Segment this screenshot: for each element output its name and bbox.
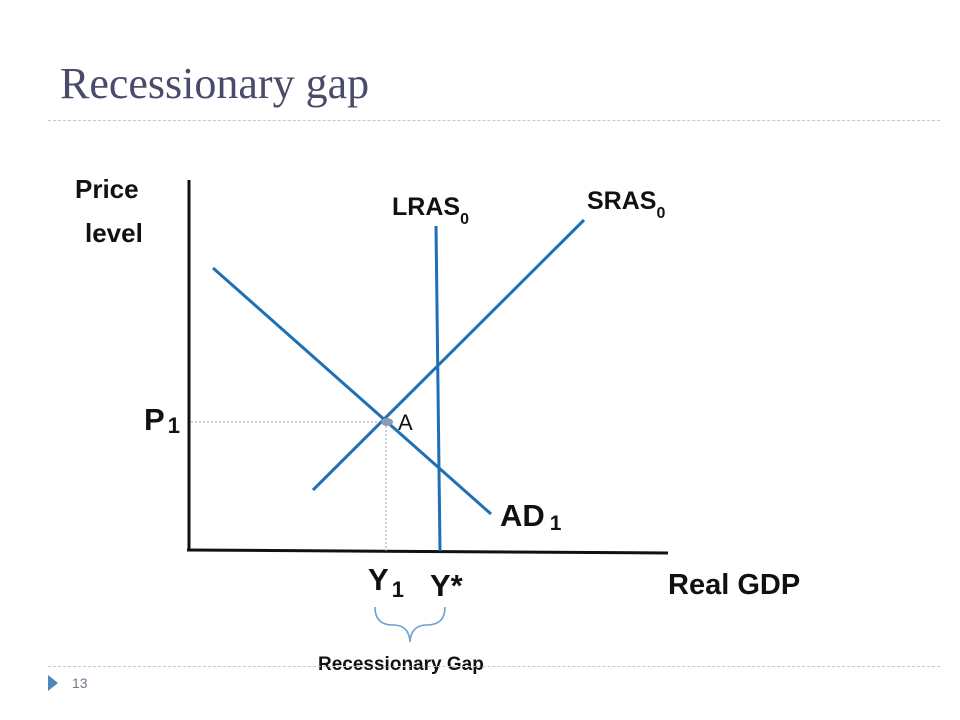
x-axis-label: Real GDP [668,569,800,601]
equilibrium-label: A [398,410,413,435]
gap-label: Recessionary Gap [318,654,484,675]
potential-output-label: Y* [430,568,464,603]
slide-title: Recessionary gap [60,59,370,108]
footer-divider [48,666,940,667]
lras-subscript: 0 [460,211,469,228]
output-subscript: 1 [392,577,404,602]
footer-bullet-icon [48,675,58,691]
sras-subscript: 0 [656,205,665,222]
lras-curve [434,225,442,552]
gap-bracket [374,606,446,643]
price-subscript: 1 [168,413,180,438]
x-axis [186,548,669,555]
lras-label: LRAS0 [392,193,469,228]
y-axis-label-line1: Price [75,174,139,204]
slide-number: 13 [72,675,88,691]
sras-label: SRAS0 [587,187,665,222]
ad-curve [212,266,492,516]
ad-subscript: 1 [550,512,562,535]
y-axis-label-line2: level [85,218,143,248]
title-divider [48,120,940,121]
ad-label: AD 1 [500,498,562,535]
sras-curve [311,218,586,492]
equilibrium-point [381,418,393,426]
